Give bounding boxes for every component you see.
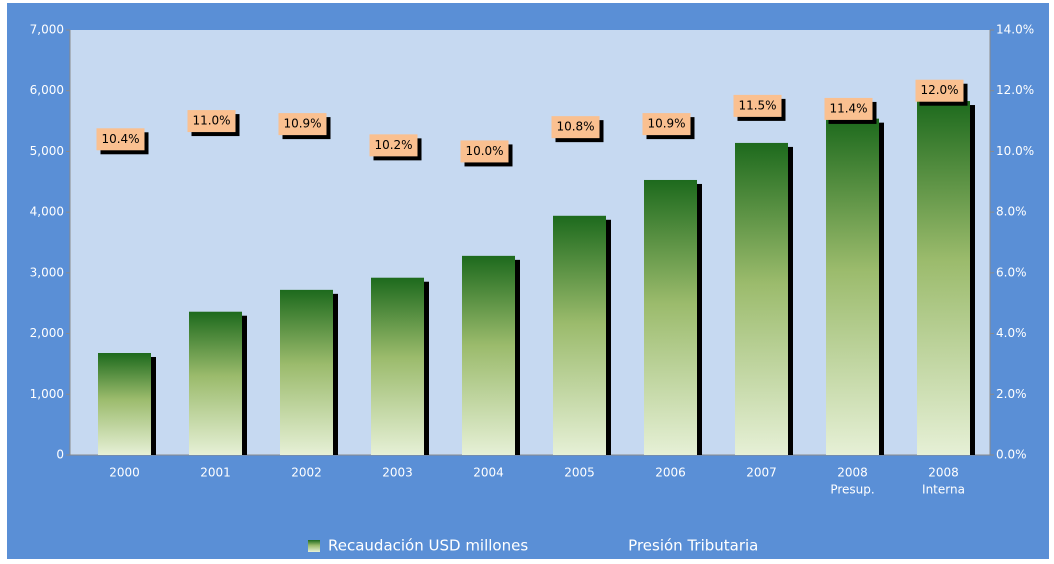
data-label-box <box>642 113 691 136</box>
y-tick-label: 7,000 <box>30 23 64 37</box>
data-label: 11.5% <box>738 98 776 112</box>
data-label: 12.0% <box>920 83 958 97</box>
data-label: 11.4% <box>829 101 867 115</box>
x-tick-label: 2000 <box>109 466 140 480</box>
legend-label: Presión Tributaria <box>628 537 758 555</box>
data-label: 10.4% <box>101 132 139 146</box>
data-label: 11.0% <box>192 114 230 128</box>
data-label-box <box>369 134 418 157</box>
y-tick-label: 5,000 <box>30 144 64 158</box>
y2-tick-label: 4.0% <box>996 326 1027 340</box>
x-tick-label: Interna <box>922 483 965 497</box>
y2-tick-label: 2.0% <box>996 387 1027 401</box>
data-label: 10.2% <box>374 138 412 152</box>
data-label: 10.0% <box>465 144 503 158</box>
y2-tick-label: 8.0% <box>996 205 1027 219</box>
y-tick-label: 6,000 <box>30 83 64 97</box>
legend-swatch <box>308 540 320 552</box>
x-tick-label: 2008 <box>928 466 959 480</box>
x-tick-label: 2005 <box>564 466 595 480</box>
y2-tick-label: 6.0% <box>996 265 1027 279</box>
bar <box>917 101 970 456</box>
y2-tick-label: 0.0% <box>996 448 1027 462</box>
x-tick-label: 2006 <box>655 466 686 480</box>
data-label-box <box>733 94 782 117</box>
x-tick-label: 2008 <box>837 466 868 480</box>
legend-label: Recaudación USD millones <box>328 537 528 555</box>
y-tick-label: 1,000 <box>30 387 64 401</box>
data-label-box <box>96 128 145 151</box>
data-label: 10.8% <box>556 120 594 134</box>
data-label-box <box>460 140 509 163</box>
x-tick-label: 2003 <box>382 466 413 480</box>
data-label: 10.9% <box>647 117 685 131</box>
y-tick-label: 0 <box>56 448 64 462</box>
y-tick-label: 4,000 <box>30 205 64 219</box>
bar <box>98 353 151 455</box>
x-tick-label: 2002 <box>291 466 322 480</box>
data-label-box <box>824 97 873 120</box>
y-tick-label: 2,000 <box>30 326 64 340</box>
y2-tick-label: 12.0% <box>996 83 1034 97</box>
bar <box>462 255 515 455</box>
data-label: 10.9% <box>283 117 321 131</box>
bar <box>735 142 788 455</box>
y-tick-label: 3,000 <box>30 265 64 279</box>
data-label-box <box>551 116 600 139</box>
data-label-box <box>278 113 327 136</box>
bar <box>644 179 697 455</box>
bar <box>826 118 879 456</box>
x-tick-label: Presup. <box>830 483 874 497</box>
y2-tick-label: 14.0% <box>996 23 1034 37</box>
data-label-box <box>915 79 964 102</box>
x-tick-label: 2001 <box>200 466 231 480</box>
bar <box>189 311 242 455</box>
bar <box>280 289 333 455</box>
data-label-box <box>187 110 236 133</box>
y2-tick-label: 10.0% <box>996 144 1034 158</box>
x-tick-label: 2004 <box>473 466 504 480</box>
bar <box>371 277 424 455</box>
bar <box>553 215 606 455</box>
x-tick-label: 2007 <box>746 466 777 480</box>
